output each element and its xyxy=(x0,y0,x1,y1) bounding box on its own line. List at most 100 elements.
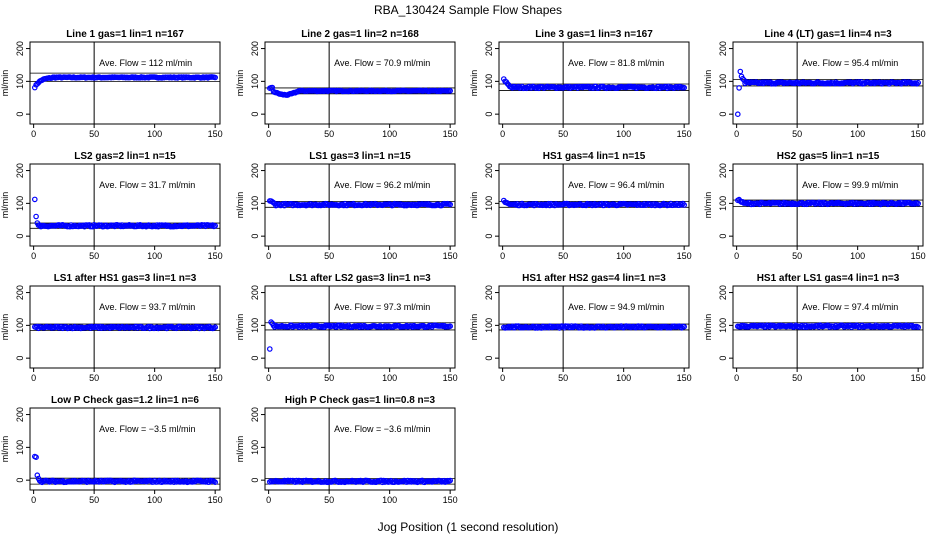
data-point xyxy=(647,201,654,207)
x-tick-label: 50 xyxy=(558,373,568,383)
y-tick-label: 100 xyxy=(718,318,728,333)
panel-title: LS1 after LS2 gas=3 lin=1 n=3 xyxy=(289,273,431,284)
panel-title: Low P Check gas=1.2 lin=1 n=6 xyxy=(51,395,199,406)
plot-frame xyxy=(732,163,924,247)
data-point xyxy=(52,479,59,486)
x-tick-label: 150 xyxy=(443,373,458,383)
plot-frame xyxy=(732,285,924,369)
x-tick-label: 100 xyxy=(147,495,162,505)
panel-title: HS1 gas=4 lin=1 n=15 xyxy=(543,151,646,162)
y-axis-label: ml/min xyxy=(0,192,10,219)
data-points xyxy=(266,198,454,209)
panel-title: HS2 gas=5 lin=1 n=15 xyxy=(777,151,880,162)
data-point xyxy=(737,68,744,75)
data-point xyxy=(188,325,194,332)
data-point xyxy=(126,222,133,228)
y-tick-label: 0 xyxy=(15,478,25,483)
average-flow-annotation: Ave. Flow = 81.8 ml/min xyxy=(568,58,664,68)
plot-frame xyxy=(29,163,221,247)
y-tick-label: 100 xyxy=(718,196,728,211)
average-flow-annotation: Ave. Flow = 97.4 ml/min xyxy=(802,302,898,312)
data-points xyxy=(31,453,219,486)
y-tick-label: 100 xyxy=(484,74,494,89)
data-point xyxy=(681,202,688,208)
panel-2: Line 2 gas=1 lin=2 n=168 ml/min 0 100 200 0 50… xyxy=(235,29,458,139)
x-tick-label: 150 xyxy=(677,373,692,383)
y-tick-label: 100 xyxy=(250,440,260,455)
x-tick-label: 100 xyxy=(850,251,865,261)
x-tick-label: 0 xyxy=(266,495,271,505)
panel-title: HS1 after HS2 gas=4 lin=1 n=3 xyxy=(522,273,666,284)
x-tick-label: 150 xyxy=(208,251,223,261)
x-tick-label: 150 xyxy=(208,373,223,383)
panel-13: Low P Check gas=1.2 lin=1 n=6 ml/min 0 100 2… xyxy=(0,395,223,505)
panel-11: HS1 after HS2 gas=4 lin=1 n=3 ml/min 0 100 2… xyxy=(469,273,692,383)
figure-x-axis-label: Jog Position (1 second resolution) xyxy=(378,520,559,534)
data-point xyxy=(866,322,873,329)
plot-frame xyxy=(498,163,690,247)
y-tick-label: 200 xyxy=(250,163,260,178)
y-tick-label: 0 xyxy=(15,356,25,361)
y-tick-label: 100 xyxy=(484,318,494,333)
data-point xyxy=(373,201,380,208)
y-tick-label: 100 xyxy=(15,318,25,333)
panel-title: LS2 gas=2 lin=1 n=15 xyxy=(74,151,176,162)
average-flow-annotation: Ave. Flow = 97.3 ml/min xyxy=(334,302,430,312)
y-tick-label: 200 xyxy=(250,407,260,422)
data-points xyxy=(734,322,922,331)
x-tick-label: 150 xyxy=(911,129,926,139)
data-point xyxy=(678,201,685,208)
data-point xyxy=(31,196,38,203)
x-tick-label: 50 xyxy=(89,129,99,139)
data-point xyxy=(212,324,219,331)
x-tick-label: 0 xyxy=(31,129,36,139)
plot-frame xyxy=(732,41,924,125)
y-axis-label: ml/min xyxy=(235,314,245,341)
x-tick-label: 0 xyxy=(500,129,505,139)
x-tick-label: 0 xyxy=(266,373,271,383)
y-tick-label: 0 xyxy=(718,112,728,117)
panel-title: Line 3 gas=1 lin=3 n=167 xyxy=(535,29,653,40)
x-tick-label: 0 xyxy=(500,251,505,261)
y-axis-label: ml/min xyxy=(0,70,10,97)
x-tick-label: 100 xyxy=(147,129,162,139)
y-tick-label: 0 xyxy=(15,234,25,239)
y-axis-label: ml/min xyxy=(0,314,10,341)
data-point xyxy=(915,200,922,207)
y-tick-label: 100 xyxy=(250,318,260,333)
y-tick-label: 200 xyxy=(718,41,728,56)
x-tick-label: 150 xyxy=(443,251,458,261)
data-point xyxy=(843,322,850,329)
data-point xyxy=(212,74,219,81)
x-tick-label: 100 xyxy=(850,129,865,139)
panel-title: Line 1 gas=1 lin=1 n=167 xyxy=(66,29,184,40)
average-flow-annotation: Ave. Flow = 96.4 ml/min xyxy=(568,180,664,190)
data-point xyxy=(901,79,908,85)
y-tick-label: 200 xyxy=(718,163,728,178)
x-tick-label: 0 xyxy=(500,373,505,383)
panel-title: Line 2 gas=1 lin=2 n=168 xyxy=(301,29,419,40)
data-point xyxy=(408,479,415,485)
average-flow-annotation: Ave. Flow = 96.2 ml/min xyxy=(334,180,430,190)
x-tick-label: 0 xyxy=(31,495,36,505)
y-tick-label: 200 xyxy=(484,285,494,300)
x-tick-label: 100 xyxy=(382,129,397,139)
y-axis-label: ml/min xyxy=(703,314,713,341)
x-tick-label: 100 xyxy=(616,129,631,139)
data-point xyxy=(663,323,669,330)
x-tick-label: 0 xyxy=(734,129,739,139)
plot-frame xyxy=(264,285,456,369)
x-tick-label: 50 xyxy=(558,251,568,261)
y-axis-label: ml/min xyxy=(469,314,479,341)
panel-12: HS1 after LS1 gas=4 lin=1 n=3 ml/min 0 100 2… xyxy=(703,273,926,383)
data-points xyxy=(31,323,219,332)
data-points xyxy=(266,84,454,98)
panel-title: HS1 after LS1 gas=4 lin=1 n=3 xyxy=(757,273,900,284)
x-tick-label: 0 xyxy=(266,129,271,139)
data-points xyxy=(500,76,688,92)
y-tick-label: 0 xyxy=(250,478,260,483)
x-tick-label: 50 xyxy=(792,251,802,261)
data-point xyxy=(542,201,548,208)
x-tick-label: 50 xyxy=(89,373,99,383)
